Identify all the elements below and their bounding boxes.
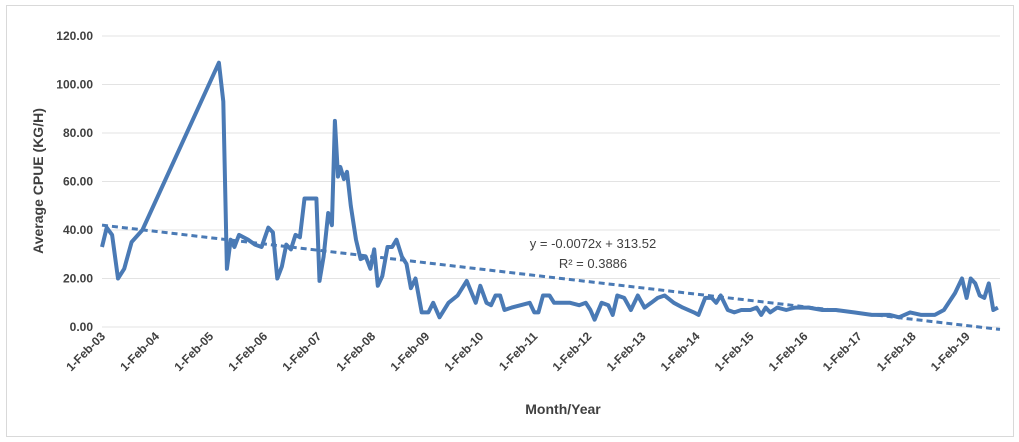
x-tick-label: 1-Feb-06 xyxy=(225,329,270,374)
x-tick-label: 1-Feb-04 xyxy=(117,329,162,374)
y-tick-label: 120.00 xyxy=(56,29,93,43)
cpue-series-line xyxy=(100,60,999,322)
cpue-line-chart: 0.00 20.00 40.00 60.00 80.00 100.00 120.00 1-F… xyxy=(30,29,1001,417)
trendline-r-squared: R² = 0.3886 xyxy=(559,256,627,271)
x-tick-label: 1-Feb-14 xyxy=(658,329,703,374)
x-tick-label: 1-Feb-08 xyxy=(333,329,378,374)
y-tick-label: 20.00 xyxy=(63,272,93,286)
x-tick-label: 1-Feb-03 xyxy=(63,329,108,374)
x-tick-label: 1-Feb-11 xyxy=(496,329,541,374)
x-tick-label: 1-Feb-13 xyxy=(604,329,649,374)
x-tick-label: 1-Feb-17 xyxy=(820,329,865,374)
x-tick-label: 1-Feb-19 xyxy=(928,329,973,374)
x-axis-ticks: 1-Feb-03 1-Feb-04 1-Feb-05 1-Feb-06 1-Feb-07… xyxy=(63,329,973,374)
y-axis-ticks: 0.00 20.00 40.00 60.00 80.00 100.00 120.00 xyxy=(56,29,93,334)
x-axis-title: Month/Year xyxy=(525,401,601,417)
y-tick-label: 0.00 xyxy=(70,320,94,334)
chart-frame: 0.00 20.00 40.00 60.00 80.00 100.00 120.00 1-F… xyxy=(6,5,1014,437)
x-tick-label: 1-Feb-18 xyxy=(874,329,919,374)
x-tick-label: 1-Feb-10 xyxy=(442,329,487,374)
x-tick-label: 1-Feb-05 xyxy=(171,329,216,374)
y-axis-title: Average CPUE (KG/H) xyxy=(30,108,46,254)
x-tick-label: 1-Feb-15 xyxy=(712,329,757,374)
x-tick-label: 1-Feb-12 xyxy=(550,329,595,374)
x-tick-label: 1-Feb-09 xyxy=(388,329,433,374)
y-tick-label: 60.00 xyxy=(63,175,93,189)
trendline-equation: y = -0.0072x + 313.52 xyxy=(530,236,656,251)
y-tick-label: 40.00 xyxy=(63,223,93,237)
y-tick-label: 100.00 xyxy=(56,78,93,92)
y-tick-label: 80.00 xyxy=(63,126,93,140)
x-tick-label: 1-Feb-16 xyxy=(766,329,811,374)
x-tick-label: 1-Feb-07 xyxy=(279,329,324,374)
gridlines xyxy=(102,35,1000,328)
